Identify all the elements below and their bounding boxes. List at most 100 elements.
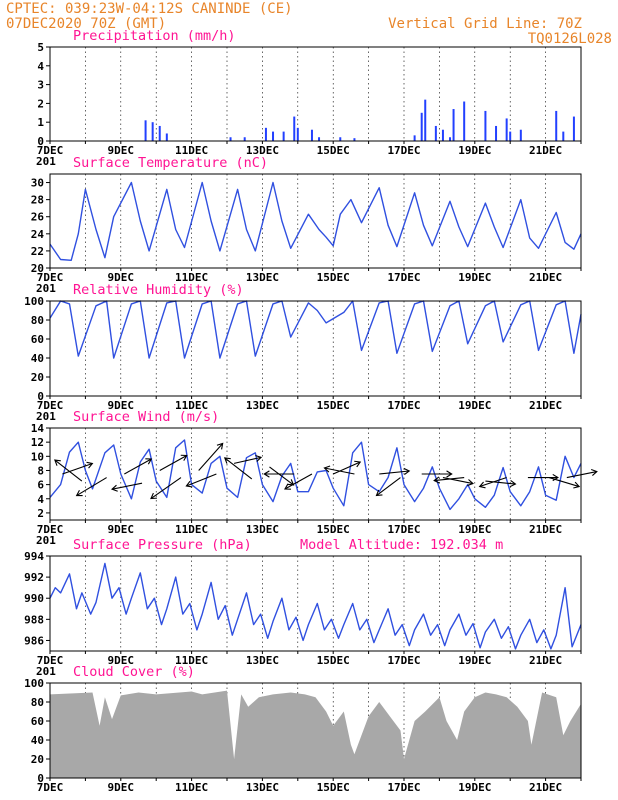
precip-bar bbox=[318, 137, 321, 141]
y-tick-label: 20 bbox=[31, 371, 44, 384]
wind-vector bbox=[284, 473, 313, 490]
x-tick-label: 15DEC bbox=[317, 781, 350, 794]
panel-precip: Precipitation (mm/h) 5 4 3 2 1 07DEC 9DEC 11DEC 1… bbox=[36, 28, 582, 168]
x-tick-label: 11DEC bbox=[175, 523, 208, 536]
x-tick-label: 19DEC bbox=[458, 271, 491, 284]
precip-bar bbox=[282, 131, 285, 141]
wind-title: Surface Wind (m/s) bbox=[73, 409, 219, 425]
panel-press: Surface Pressure (hPa) Model Altitude: 19… bbox=[24, 537, 582, 678]
wind-vector bbox=[269, 466, 295, 486]
y-tick-label: 8 bbox=[37, 464, 44, 477]
precip-bar bbox=[243, 137, 246, 141]
wind-vector bbox=[442, 476, 474, 487]
x-tick-label: 15DEC bbox=[317, 144, 350, 157]
x-tick-label: 9DEC bbox=[108, 144, 135, 157]
y-tick-label: 100 bbox=[24, 677, 44, 690]
x-tick-label: 9DEC bbox=[108, 781, 135, 794]
wind-vector bbox=[485, 480, 517, 488]
wind-vector bbox=[478, 477, 507, 489]
y-tick-label: 990 bbox=[24, 592, 44, 605]
x-tick-label: 11DEC bbox=[175, 144, 208, 157]
x-tick-label: 21DEC bbox=[529, 781, 562, 794]
wind-vector bbox=[323, 465, 355, 475]
y-tick-label: 80 bbox=[31, 314, 44, 327]
x-tick-label: 17DEC bbox=[387, 654, 420, 667]
x-tick-label: 11DEC bbox=[175, 654, 208, 667]
x-tick-label: 11DEC bbox=[175, 399, 208, 412]
precip-bar bbox=[151, 122, 154, 141]
y-tick-label: 2 bbox=[37, 507, 44, 520]
x-tick-label: 9DEC bbox=[108, 271, 135, 284]
press-title: Surface Pressure (hPa) bbox=[73, 537, 252, 553]
precip-bar bbox=[420, 112, 423, 141]
y-tick-label: 40 bbox=[31, 352, 44, 365]
precip-bar bbox=[519, 129, 522, 141]
wind-vector bbox=[110, 482, 143, 492]
y-tick-label: 40 bbox=[31, 734, 44, 747]
panel-cloud: Cloud Cover (%) 100 80 60 40 20 07DEC 9DEC 11DEC… bbox=[24, 664, 582, 794]
precip-bar bbox=[229, 137, 232, 141]
y-tick-label: 24 bbox=[31, 228, 45, 241]
precip-bar bbox=[441, 129, 444, 141]
y-tick-label: 988 bbox=[24, 613, 44, 626]
x-tick-label: 19DEC bbox=[458, 144, 491, 157]
y-tick-label: 100 bbox=[24, 295, 44, 308]
precip-bar bbox=[165, 133, 168, 141]
y-tick-label: 4 bbox=[37, 493, 44, 506]
rh-line bbox=[49, 300, 582, 359]
x-tick-label: 15DEC bbox=[317, 654, 350, 667]
y-tick-label: 992 bbox=[24, 571, 44, 584]
precip-bar bbox=[264, 127, 267, 141]
precip-bar bbox=[449, 137, 452, 141]
y-tick-label: 1 bbox=[37, 116, 44, 129]
cloud-area bbox=[50, 690, 581, 778]
wind-vector bbox=[75, 477, 107, 497]
x-year-label: 201 bbox=[36, 665, 56, 678]
x-year-label: 201 bbox=[36, 155, 56, 168]
wind-vector bbox=[233, 454, 263, 464]
precip-bar bbox=[296, 127, 299, 141]
x-tick-label: 21DEC bbox=[529, 523, 562, 536]
y-tick-label: 30 bbox=[31, 177, 44, 190]
wind-vector bbox=[379, 467, 411, 476]
x-tick-label: 19DEC bbox=[458, 781, 491, 794]
y-tick-label: 12 bbox=[31, 436, 44, 449]
x-tick-label: 15DEC bbox=[317, 271, 350, 284]
wind-vector bbox=[375, 477, 401, 497]
press-line bbox=[49, 562, 582, 650]
precip-bar bbox=[144, 120, 147, 141]
wind-vector bbox=[185, 473, 217, 488]
x-tick-label: 13DEC bbox=[246, 399, 279, 412]
x-tick-label: 7DEC bbox=[37, 399, 64, 412]
y-tick-label: 28 bbox=[31, 194, 44, 207]
precip-bar bbox=[509, 131, 512, 141]
y-tick-label: 14 bbox=[31, 422, 45, 435]
x-tick-label: 7DEC bbox=[37, 271, 64, 284]
precip-bar bbox=[413, 135, 416, 141]
y-tick-label: 0 bbox=[37, 772, 44, 785]
x-tick-label: 21DEC bbox=[529, 654, 562, 667]
x-tick-label: 13DEC bbox=[246, 271, 279, 284]
x-tick-label: 9DEC bbox=[108, 654, 135, 667]
wind-frame bbox=[49, 427, 582, 521]
x-tick-label: 17DEC bbox=[387, 271, 420, 284]
y-tick-label: 6 bbox=[37, 479, 44, 492]
x-tick-label: 9DEC bbox=[108, 523, 135, 536]
precip-bar bbox=[310, 129, 313, 141]
x-year-label: 201 bbox=[36, 534, 56, 547]
precip-frame bbox=[49, 46, 582, 142]
y-tick-label: 80 bbox=[31, 696, 44, 709]
precip-bar bbox=[562, 131, 565, 141]
header-date: 07DEC2020 70Z (GMT) bbox=[6, 16, 166, 32]
x-tick-label: 11DEC bbox=[175, 271, 208, 284]
x-tick-label: 15DEC bbox=[317, 523, 350, 536]
x-tick-label: 11DEC bbox=[175, 781, 208, 794]
x-tick-label: 7DEC bbox=[37, 781, 64, 794]
precip-bar bbox=[339, 137, 342, 141]
y-tick-label: 5 bbox=[37, 41, 44, 54]
x-tick-label: 19DEC bbox=[458, 654, 491, 667]
y-tick-label: 0 bbox=[37, 135, 44, 148]
precip-bar bbox=[353, 138, 356, 141]
